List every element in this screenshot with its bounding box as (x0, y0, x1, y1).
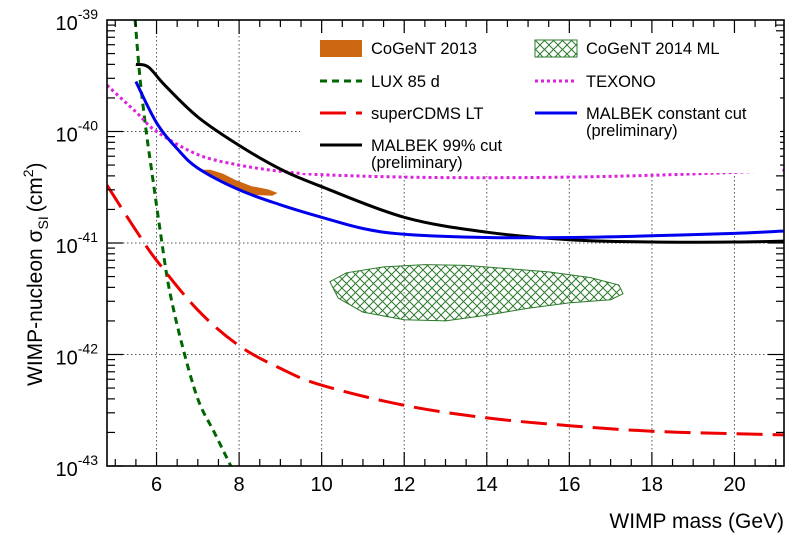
x-tick-labels: 6 8 10 12 14 16 18 20 (151, 474, 746, 496)
y-axis-title-unit-sup: 2 (20, 169, 36, 177)
legend-label: LUX 85 d (371, 73, 440, 91)
x-tick-label: 16 (558, 474, 580, 496)
y-axis-title-sub: SI (35, 216, 51, 229)
y-axis-title-unit-suffix: ) (24, 162, 47, 169)
y-tick-base: 10 (56, 348, 78, 370)
y-tick-label: 10-39 (56, 6, 99, 35)
series-lines (107, 20, 784, 466)
x-tick-label: 6 (151, 474, 162, 496)
x-tick-label: 18 (641, 474, 663, 496)
y-axis-title-main: WIMP-nucleon σ (24, 229, 47, 386)
y-tick-exp: -41 (78, 229, 98, 245)
y-tick-label: 10-40 (56, 118, 99, 147)
x-tick-label: 20 (723, 474, 745, 496)
legend: CoGeNT 2013 CoGeNT 2014 ML LUX 85 d TEXONO s… (300, 33, 780, 173)
series-line-lux-85-d (133, 20, 233, 466)
legend-label: MALBEK constant cut (586, 105, 747, 123)
y-tick-exp: -40 (78, 118, 98, 134)
y-tick-exp: -39 (78, 6, 98, 22)
y-tick-label: 10-43 (56, 452, 99, 481)
y-tick-base: 10 (56, 459, 78, 481)
legend-item: MALBEK constant cut(preliminary) (535, 105, 747, 140)
y-axis-title-unit-prefix: (cm (24, 177, 47, 212)
legend-label: MALBEK 99% cut (371, 137, 503, 155)
y-tick-base: 10 (56, 125, 78, 147)
x-tick-label: 14 (476, 474, 498, 496)
legend-label-line2: (preliminary) (586, 122, 678, 140)
y-tick-base: 10 (56, 236, 78, 258)
x-tick-label: 10 (311, 474, 333, 496)
y-tick-label: 10-41 (56, 229, 99, 258)
legend-label: superCDMS LT (371, 105, 483, 123)
y-tick-label: 10-42 (56, 341, 99, 370)
x-axis-title: WIMP mass (GeV) (609, 510, 784, 533)
x-tick-label: 8 (234, 474, 245, 496)
legend-item: CoGeNT 2014 ML (534, 39, 720, 58)
regions (201, 169, 624, 322)
legend-label: TEXONO (586, 73, 656, 91)
legend-swatch (534, 39, 578, 58)
legend-label: CoGeNT 2014 ML (586, 40, 720, 58)
legend-swatch (320, 40, 362, 57)
series-line-supercdms-lt (107, 184, 784, 437)
series-line-texono (107, 84, 784, 180)
series-line-malbek-constant-cut (134, 80, 784, 240)
y-tick-base: 10 (56, 13, 78, 35)
legend-item: MALBEK 99% cut(preliminary) (320, 137, 503, 172)
y-tick-exp: -42 (78, 341, 98, 357)
legend-item: TEXONO (535, 73, 656, 91)
legend-item: superCDMS LT (320, 105, 483, 123)
plot-area (107, 20, 784, 466)
y-tick-exp: -43 (78, 452, 98, 468)
legend-label: CoGeNT 2013 (371, 40, 477, 58)
y-axis-title: WIMP-nucleon σSI (cm2) (20, 162, 51, 386)
region-cogent-2014-ml (329, 264, 624, 322)
x-tick-label: 12 (393, 474, 415, 496)
legend-item: LUX 85 d (320, 73, 440, 91)
series-line-malbek-99-cut (135, 62, 784, 244)
legend-item: CoGeNT 2013 (320, 40, 477, 58)
legend-label-line2: (preliminary) (371, 154, 463, 172)
